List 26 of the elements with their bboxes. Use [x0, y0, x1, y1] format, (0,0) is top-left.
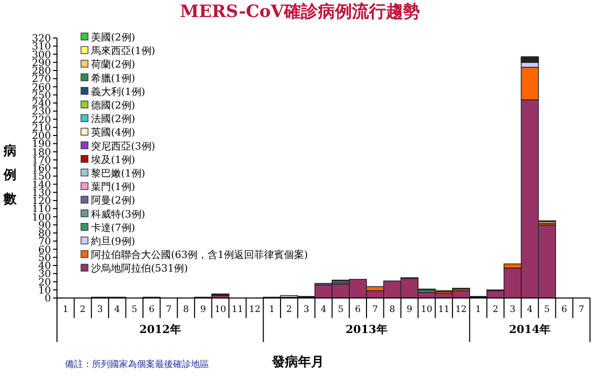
text: 2014年 — [509, 323, 551, 336]
legend-label: 馬來西亞(1例) — [90, 45, 156, 58]
legend-label: 葉門(1例) — [91, 181, 136, 194]
legend-label: 約旦(9例) — [91, 236, 136, 248]
legend-label: 義大利(1例) — [91, 86, 146, 98]
y-tick-label: 0 — [44, 294, 51, 304]
legend-label: 美國(2例) — [91, 32, 136, 44]
y-axis-title: 病例數 — [2, 143, 18, 207]
legend-label: 荷蘭(2例) — [91, 58, 136, 71]
legend-label: 科威特(3例) — [91, 208, 146, 220]
legend-label: 英國(4例) — [91, 126, 136, 139]
legend-label: 阿曼(2例) — [91, 196, 136, 207]
legend-label: 德國(2例) — [91, 100, 136, 112]
text: 備註：所列國家為個案最後確診地區 — [65, 359, 209, 370]
text: 2013年 — [346, 323, 388, 336]
legend-label: 希臘(1例) — [91, 72, 136, 84]
legend-label: 沙烏地阿拉伯(531例) — [91, 262, 188, 275]
legend-label: 埃及(1例) — [90, 154, 136, 166]
text: 2012年 — [139, 323, 181, 336]
legend-label: 突尼西亞(3例) — [91, 140, 156, 152]
legend-label: 法國(2例) — [91, 113, 136, 126]
legend-label: 卡達(7例) — [91, 222, 136, 234]
legend-label: 阿拉伯聯合大公國(63例，含1例返回菲律賓個案) — [91, 249, 308, 262]
x-axis-title: 發病年月 — [271, 354, 324, 370]
legend-label: 黎巴嫩(1例) — [91, 168, 146, 180]
chart-title: MERS-CoV確診病例流行趨勢 — [180, 2, 420, 22]
